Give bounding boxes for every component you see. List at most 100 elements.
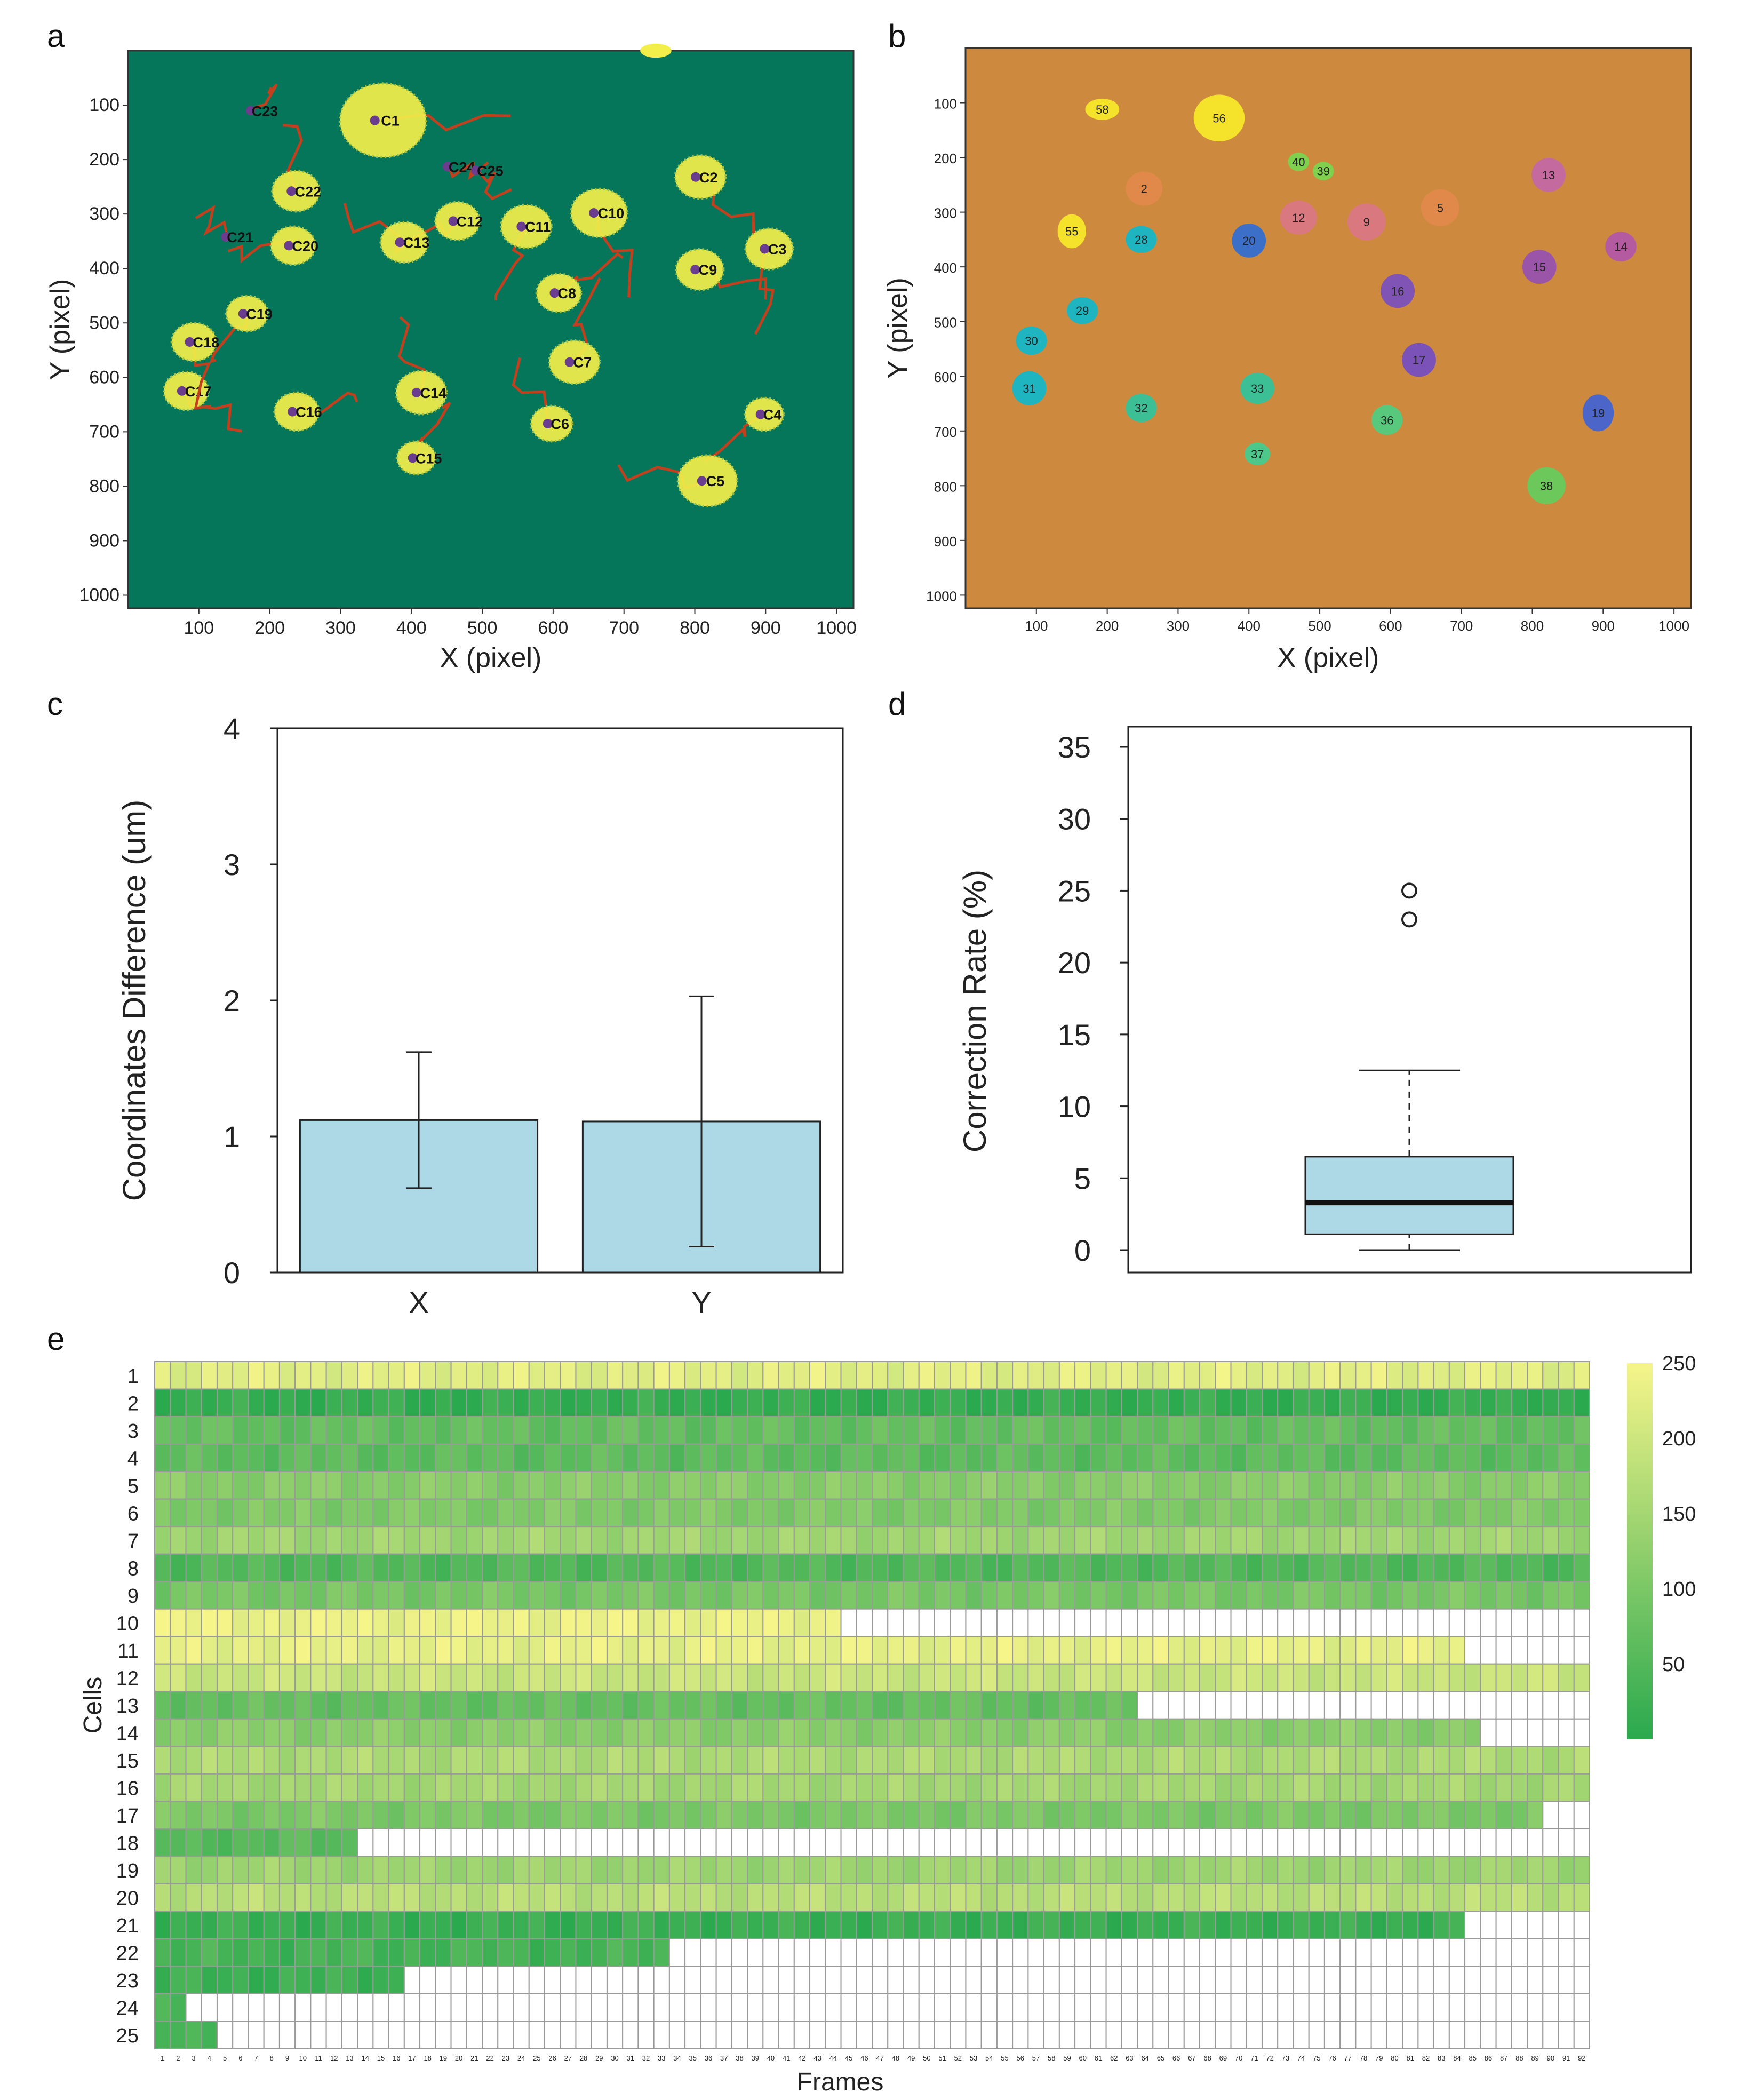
heatmap-cell (575, 1856, 592, 1884)
heatmap-cell (1308, 1801, 1325, 1829)
heatmap-cell (1448, 1388, 1466, 1418)
heatmap-cell (1090, 1993, 1107, 2022)
heatmap-cell (1012, 1416, 1029, 1445)
heatmap-cell (544, 1691, 561, 1720)
blob-label-17: 17 (1413, 353, 1425, 367)
heatmap-cell (1105, 1966, 1122, 1994)
heatmap-cell (466, 1883, 483, 1912)
heatmap-cell (450, 1828, 467, 1857)
heatmap-cell (263, 1498, 280, 1528)
heatmap-cell (1308, 1993, 1325, 2022)
heatmap-cell (575, 1801, 592, 1829)
blob-58: 58 (1085, 98, 1120, 120)
heatmap-cell (560, 1663, 577, 1692)
heatmap-cell (856, 1636, 873, 1665)
heatmap-cell (513, 1856, 530, 1884)
heatmap-cell (450, 1911, 467, 1939)
heatmap-cell (793, 1993, 811, 2022)
heatmap-cell (1386, 1663, 1403, 1692)
heatmap-cell (684, 1581, 701, 1610)
heatmap-cell (466, 1608, 483, 1637)
heatmap-cell (980, 1388, 998, 1418)
heatmap-cell (1558, 1553, 1575, 1582)
heatmap-cell (1402, 1746, 1419, 1775)
heatmap-cell (1012, 1993, 1029, 2022)
x-axis-label: X (pixel) (440, 642, 542, 673)
heatmap-cell (778, 1636, 795, 1665)
heatmap-cell (872, 1608, 889, 1637)
cell-C18: C18 (170, 322, 219, 410)
heatmap-cell (1542, 1361, 1559, 1390)
heatmap-cell (497, 1498, 514, 1528)
heatmap-cell (1527, 1471, 1544, 1500)
heatmap-cell (372, 1993, 389, 2022)
heatmap-cell (809, 1416, 826, 1445)
heatmap-cell (1230, 1388, 1247, 1418)
heatmap-cell (1277, 1828, 1294, 1857)
heatmap-cell (1168, 1828, 1185, 1857)
heatmap-cell (1433, 1608, 1450, 1637)
heatmap-cell (325, 1636, 342, 1665)
heatmap-cell (248, 1526, 265, 1555)
heatmap-cell (294, 1718, 312, 1747)
heatmap-cell (1074, 1993, 1091, 2022)
heatmap-cell (1152, 1966, 1169, 1994)
heatmap-cell (1137, 1388, 1154, 1418)
heatmap-cell (1168, 1443, 1185, 1473)
heatmap-cell (934, 1443, 951, 1473)
heatmap-cell (762, 1746, 779, 1775)
heatmap-cell (1121, 1828, 1138, 1857)
heatmap-cell (294, 1966, 312, 1994)
heatmap-cell (653, 1911, 670, 1939)
heatmap-cell (154, 1471, 171, 1500)
heatmap-cell (1370, 1526, 1387, 1555)
heatmap-cell (1215, 1416, 1232, 1445)
heatmap-row-6 (154, 1498, 1591, 1528)
heatmap-cell (809, 1691, 826, 1720)
heatmap-cell (1417, 1938, 1434, 1967)
heatmap-cell (1168, 1636, 1185, 1665)
heatmap-cell (1558, 1828, 1575, 1857)
y-tick-label-5: 5 (1074, 1162, 1091, 1195)
heatmap-cell (1137, 1773, 1154, 1802)
heatmap-cell (1355, 1993, 1372, 2022)
heatmap-cell (980, 1471, 998, 1500)
heatmap-cell (1323, 1966, 1341, 1994)
heatmap-cell (278, 1828, 296, 1857)
frame-label-35: 35 (689, 2054, 697, 2062)
frame-label-90: 90 (1547, 2054, 1554, 2062)
blob-2: 2 (1126, 171, 1163, 206)
heatmap-cell (747, 1581, 764, 1610)
heatmap-cell (1183, 1526, 1201, 1555)
frame-label-77: 77 (1344, 2054, 1352, 2062)
heatmap-cell (1043, 1938, 1060, 1967)
heatmap-row-17 (154, 1801, 1591, 1829)
heatmap-cell (1527, 1526, 1544, 1555)
heatmap-cell (1386, 1938, 1403, 1967)
edge-cell-blob (640, 43, 672, 58)
heatmap-cell (435, 1361, 452, 1390)
heatmap-cell (1230, 1993, 1247, 2022)
heatmap-cell (1230, 1691, 1247, 1720)
heatmap-cell (762, 1636, 779, 1665)
heatmap-cell (996, 1663, 1014, 1692)
heatmap-cell (934, 1911, 951, 1939)
heatmap-cell (1199, 1553, 1216, 1582)
heatmap-cell (1511, 1553, 1528, 1582)
heatmap-cell (762, 1471, 779, 1500)
heatmap-cell (341, 1911, 358, 1939)
blob-shape-14 (1605, 232, 1637, 262)
colorbar (1627, 1363, 1653, 1739)
heatmap-cell (341, 1388, 358, 1418)
heatmap-cell (747, 1443, 764, 1473)
heatmap-cell (1386, 1416, 1403, 1445)
heatmap-cell (1339, 1801, 1357, 1829)
heatmap-cell (653, 1388, 670, 1418)
heatmap-cell (1090, 1718, 1107, 1747)
heatmap-cell (1183, 1581, 1201, 1610)
heatmap-cell (715, 1361, 732, 1390)
panel-label-e: e (47, 1321, 65, 1357)
frame-label-36: 36 (705, 2054, 712, 2062)
cell-C6: C6 (512, 357, 574, 443)
heatmap-cell (513, 1691, 530, 1720)
